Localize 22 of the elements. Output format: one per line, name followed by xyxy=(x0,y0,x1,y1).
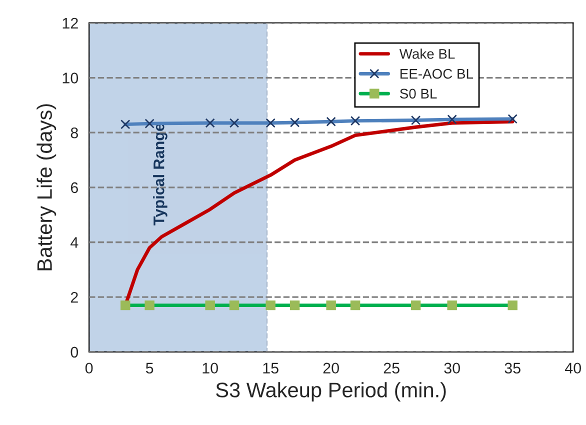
y-tick-label: 8 xyxy=(70,127,78,138)
x-tick-label: 10 xyxy=(202,362,218,374)
y-tick-label: 6 xyxy=(70,182,78,194)
x-tick-label: 15 xyxy=(263,362,278,374)
x-tick-label: 0 xyxy=(85,362,93,374)
y-tick-label: 4 xyxy=(70,237,78,248)
x-tick-label: 25 xyxy=(384,362,400,374)
legend-label: Wake BL xyxy=(399,48,455,59)
x-tick-label: 30 xyxy=(444,362,460,374)
y-tick-label: 10 xyxy=(62,72,78,84)
x-axis-title: S3 Wakeup Period (min.) xyxy=(216,382,446,402)
x-tick-label: 5 xyxy=(146,362,154,374)
y-tick-label: 12 xyxy=(62,18,78,28)
y-axis-title: Battery Life (days) xyxy=(36,104,56,270)
legend-label: EE-AOC BL xyxy=(400,68,474,79)
y-tick-label: 2 xyxy=(70,292,78,303)
x-tick-label: 40 xyxy=(564,362,582,374)
band-label: Typical Range xyxy=(153,124,168,226)
legend-label: S0 BL xyxy=(400,88,437,99)
x-tick-label: 35 xyxy=(504,362,520,374)
x-tick-label: 20 xyxy=(323,362,339,374)
y-tick-label: 0 xyxy=(70,346,78,358)
